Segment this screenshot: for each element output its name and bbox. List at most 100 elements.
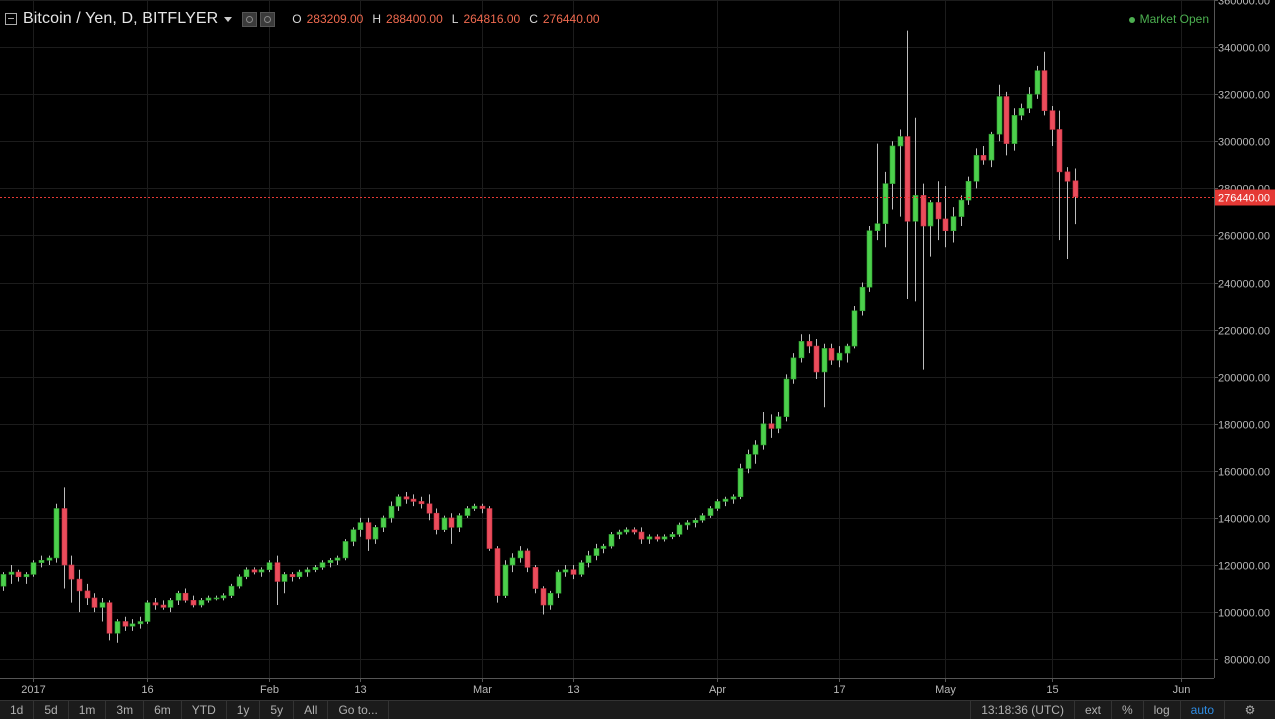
candle [540,586,547,615]
candle-body-up [927,202,934,227]
candle [304,567,311,577]
candle-body-up [950,216,957,232]
candle-body-up [372,527,379,540]
range-1y[interactable]: 1y [227,701,261,719]
candle [388,501,395,523]
candle-body-up [258,569,265,573]
time-axis[interactable]: 2017 16 Feb 13 Mar 13 Apr 17 May 15 Jun [0,678,1214,696]
candle [372,524,379,544]
candle [456,513,463,533]
candle-body-down [61,508,68,566]
candle-body-down [654,536,661,540]
candle [517,546,524,563]
candle-body-up [760,423,767,446]
settings-icon[interactable] [242,11,258,27]
candle [205,595,212,603]
candle-body-up [973,155,980,182]
candle [395,494,402,511]
candle-body-up [752,444,759,455]
candle [274,555,281,606]
candle [638,527,645,544]
candle [68,555,75,603]
symbol-title[interactable]: Bitcoin / Yen, D, BITFLYER [23,10,219,27]
candle [1018,103,1025,121]
gear-icon[interactable]: ⚙ [1224,701,1275,719]
range-1d[interactable]: 1d [0,701,35,719]
range-6m[interactable]: 6m [144,701,182,719]
candle-body-up [783,378,790,417]
candle-body-up [144,602,151,622]
candle [737,463,744,500]
x-tick-label: Apr [709,684,726,696]
candle-body-down [524,550,531,568]
range-all[interactable]: All [294,701,329,719]
candle [669,532,676,540]
candle-body-up [1026,93,1033,109]
last-price-label: 276440.00 [1218,193,1270,205]
gear-icon[interactable] [260,11,276,27]
log-toggle[interactable]: log [1142,701,1180,719]
candle [980,145,987,165]
percent-toggle[interactable]: % [1110,701,1143,719]
candle [935,181,942,241]
candle [631,527,638,535]
candle [281,572,288,594]
candle-body-up [836,352,843,361]
candle-body-down [806,341,813,347]
toolbar-right: 13:18:36 (UTC) ext % log auto ⚙ [970,701,1275,719]
candle [1072,168,1079,225]
range-3m[interactable]: 3m [106,701,145,719]
low-label: L [451,12,459,26]
candle-body-up [958,199,965,217]
market-status-text: Market Open [1139,12,1209,26]
candle-body-down [631,529,638,533]
goto-button[interactable]: Go to... [328,701,389,719]
candle-body-down [1064,171,1071,182]
candle [524,548,531,573]
candle [99,597,106,622]
candle [783,374,790,422]
candle-body-up [684,522,691,526]
range-1m[interactable]: 1m [69,701,107,719]
candle [532,565,539,594]
collapse-icon[interactable] [5,13,17,25]
clock-time[interactable]: 13:18:36 (UTC) [970,701,1074,719]
y-tick-label: 200000.00 [1218,373,1270,385]
candle-body-down [403,496,410,500]
status-dot-icon [1128,16,1135,23]
candle [289,572,296,582]
candle [828,343,835,365]
candle [684,520,691,530]
candle [167,597,174,613]
candle-body-up [395,496,402,507]
candle [1011,108,1018,151]
candle-body-up [714,501,721,509]
candle-body-up [380,517,387,528]
candle-body-up [889,145,896,184]
candle-body-up [1034,70,1041,95]
candle-body-up [319,562,326,568]
candle [646,534,653,544]
candle-body-up [471,505,478,509]
candle [760,411,767,450]
candle-body-up [874,223,881,232]
price-axis[interactable]: 360000.00340000.00320000.00300000.002800… [1214,0,1275,700]
candle-body-up [790,357,797,380]
auto-toggle[interactable]: auto [1179,701,1224,719]
candle [91,593,98,613]
candle [327,557,334,568]
ext-toggle[interactable]: ext [1073,701,1111,719]
range-5y[interactable]: 5y [260,701,295,719]
range-5d[interactable]: 5d [34,701,69,719]
candle [114,619,121,643]
y-tick-label: 160000.00 [1218,467,1270,479]
candle [676,522,683,537]
candle-body-down [486,508,493,549]
range-ytd[interactable]: YTD [182,701,227,719]
candle-body-down [638,531,645,540]
high-label: H [372,12,382,26]
chevron-down-icon[interactable] [224,16,233,22]
candle [608,532,615,549]
close-label: C [529,12,538,26]
